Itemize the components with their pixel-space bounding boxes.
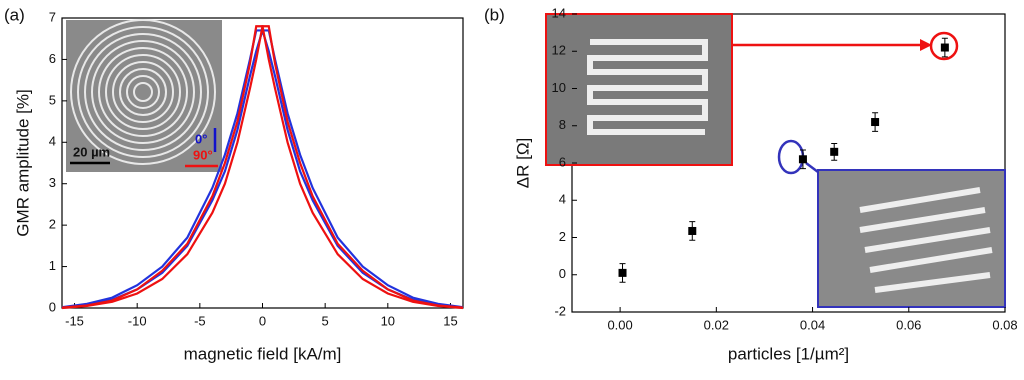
x-tick-label: 0	[259, 313, 266, 328]
point	[798, 155, 807, 164]
y-tick-label: 6	[49, 51, 56, 66]
point	[940, 43, 949, 52]
y-tick-label: 12	[552, 43, 566, 58]
x-tick-label: -15	[65, 313, 84, 328]
y-tick-label: 0	[49, 299, 56, 314]
x-tick-label: -10	[128, 313, 147, 328]
y-tick-label: 7	[49, 9, 56, 24]
x-axis-title: magnetic field [kA/m]	[184, 344, 342, 363]
y-tick-label: 5	[49, 92, 56, 107]
x-tick-label: 0.04	[800, 317, 825, 332]
point	[830, 147, 839, 156]
x-tick-label: 5	[322, 313, 329, 328]
curve	[61, 25, 464, 310]
y-axis-title: GMR amplitude [%]	[13, 89, 32, 236]
arrow	[805, 162, 819, 173]
y-tick-label: 0	[559, 266, 566, 281]
y-tick-label: 2	[559, 229, 566, 244]
y-tick-label: 2	[49, 217, 56, 232]
sensor-inset-red	[545, 13, 733, 166]
x-tick-label: 10	[381, 313, 395, 328]
annotation: 20 µm	[73, 144, 110, 159]
y-tick-label: 4	[49, 134, 56, 149]
arrow-head	[920, 39, 932, 51]
point	[871, 118, 880, 127]
y-tick-label: 4	[559, 192, 566, 207]
x-tick-label: 0.00	[607, 317, 632, 332]
y-tick-label: 10	[552, 80, 566, 95]
y-tick-label: 14	[552, 5, 566, 20]
spiral-inset	[66, 19, 222, 172]
y-tick-label: 8	[559, 117, 566, 132]
x-axis-title: particles [1/µm²]	[728, 344, 849, 363]
annotation: 90°	[193, 147, 213, 162]
y-tick-label: -2	[554, 303, 566, 318]
x-tick-label: 0.08	[992, 317, 1017, 332]
y-tick-label: 3	[49, 175, 56, 190]
point	[618, 268, 627, 277]
sensor-inset-blue	[817, 169, 1006, 308]
x-tick-label: 15	[443, 313, 457, 328]
panel-label: (a)	[4, 5, 25, 24]
x-tick-label: -5	[194, 313, 206, 328]
x-tick-label: 0.02	[704, 317, 729, 332]
y-tick-label: 6	[559, 154, 566, 169]
annotation: 0°	[195, 131, 207, 146]
highlight-circle	[929, 31, 959, 61]
y-axis-title: ΔR [Ω]	[513, 138, 532, 189]
y-tick-label: 1	[49, 258, 56, 273]
point	[688, 226, 697, 235]
panel-label: (b)	[484, 5, 505, 24]
x-tick-label: 0.06	[896, 317, 921, 332]
